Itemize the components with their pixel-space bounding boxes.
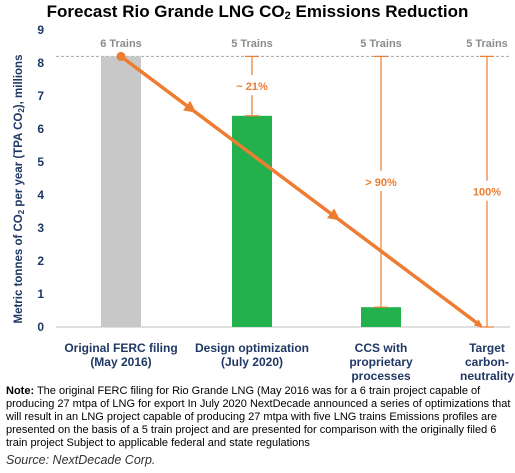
reduction-label: > 90% [365,177,397,189]
train-label: 5 Trains [231,38,273,50]
y-tick-label: 3 [37,221,44,235]
y-tick-label: 1 [37,287,44,301]
footnote-text: The original FERC filing for Rio Grande … [6,385,511,449]
footnote-label: Note: [6,385,35,397]
reduction-label: ~ 21% [236,81,268,93]
trend-start-dot [116,51,126,61]
y-tick-label: 7 [37,89,44,103]
y-tick-label: 0 [37,320,44,334]
title-subscript: 2 [284,10,291,22]
trend-line [119,54,483,328]
bar [361,307,401,327]
y-tick-label: 9 [37,23,44,37]
train-label: 5 Trains [360,38,402,50]
y-tick-label: 8 [37,56,44,70]
chart-title: Forecast Rio Grande LNG CO2 Emissions Re… [0,0,515,24]
y-tick-label: 2 [37,254,44,268]
x-category-label: CCS with proprietary processes [349,341,413,383]
y-tick-label: 5 [37,155,44,169]
x-category-label: Design optimization (July 2020) [195,341,309,369]
bar [101,56,141,328]
source-text: Source: NextDecade Corp. [6,453,156,467]
y-tick-label: 6 [37,122,44,136]
footnote: Note: The original FERC filing for Rio G… [6,385,511,450]
train-label: 5 Trains [466,38,508,50]
y-tick-label: 4 [37,188,44,202]
x-category-label: Original FERC filing (May 2016) [64,341,178,369]
trend-arrowhead [327,208,341,221]
title-text-end: Emissions Reduction [290,2,469,21]
x-category-label: Target carbon-neutrality [459,341,514,383]
chart-plot: 0 1 2 3 4 5 6 7 8 9 ~ 21% > 90% 100% 6 Trains 5 Trains… [37,23,510,334]
reduction-label: 100% [473,187,501,199]
trend-arrowhead [183,100,197,113]
title-text: Forecast Rio Grande LNG CO [46,2,285,21]
bar [232,115,272,327]
train-label: 6 Trains [100,38,142,50]
